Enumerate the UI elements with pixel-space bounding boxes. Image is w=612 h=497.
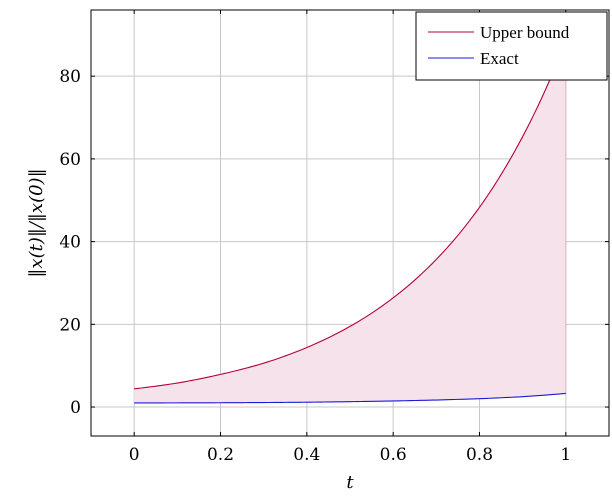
plot-frame (90, 9, 610, 437)
y-tick-label: 20 (59, 315, 81, 335)
x-tick-label: 0 (129, 445, 140, 465)
x-tick-label: 0.8 (466, 445, 493, 465)
series-layer (134, 40, 567, 404)
series-line-exact (134, 392, 566, 404)
y-axis-label: ‖x(t)‖/‖x(0)‖ (26, 168, 47, 277)
legend-label: Upper bound (480, 23, 570, 42)
legend-box (415, 11, 608, 81)
series-line-upper-bound (134, 40, 567, 390)
y-tick-label: 80 (59, 67, 81, 87)
legend: Upper bound Exact (415, 11, 608, 81)
shaded-region (134, 41, 566, 403)
y-tick-label: 40 (59, 233, 81, 253)
y-tick-label: 60 (59, 150, 81, 170)
x-tick-label: 0.2 (207, 445, 234, 465)
y-tick-label: 0 (70, 398, 81, 418)
x-tick-label: 0.4 (293, 445, 320, 465)
x-tick-label: 1 (560, 445, 571, 465)
x-tick-label: 0.6 (380, 445, 407, 465)
tick-labels: 0 0.2 0.4 0.6 0.8 1 0 20 40 60 80 (59, 10, 609, 465)
shaded-region-layer (134, 41, 567, 403)
x-axis-label: t (346, 472, 354, 493)
legend-label: Exact (480, 49, 519, 68)
